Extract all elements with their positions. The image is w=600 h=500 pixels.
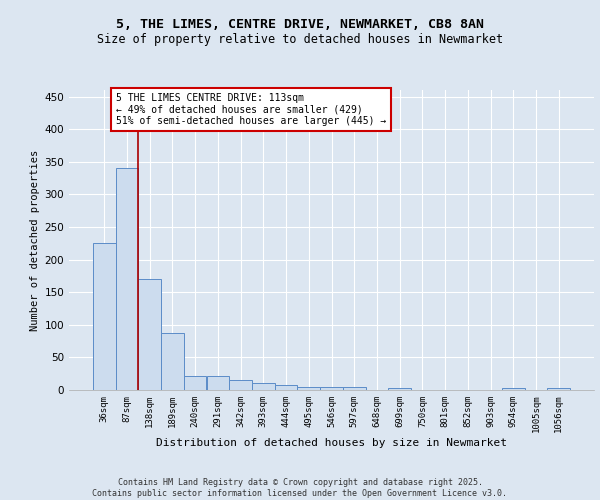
Bar: [229, 380, 252, 390]
Bar: [184, 376, 206, 390]
Bar: [275, 385, 298, 390]
Text: Contains HM Land Registry data © Crown copyright and database right 2025.
Contai: Contains HM Land Registry data © Crown c…: [92, 478, 508, 498]
Bar: [116, 168, 139, 390]
Bar: [320, 386, 343, 390]
Bar: [139, 279, 161, 390]
Text: 5 THE LIMES CENTRE DRIVE: 113sqm
← 49% of detached houses are smaller (429)
51% : 5 THE LIMES CENTRE DRIVE: 113sqm ← 49% o…: [116, 94, 386, 126]
Bar: [206, 376, 229, 390]
Bar: [388, 388, 411, 390]
Bar: [161, 332, 184, 390]
Bar: [93, 244, 116, 390]
Bar: [343, 386, 365, 390]
Bar: [252, 384, 275, 390]
Text: 5, THE LIMES, CENTRE DRIVE, NEWMARKET, CB8 8AN: 5, THE LIMES, CENTRE DRIVE, NEWMARKET, C…: [116, 18, 484, 30]
Bar: [298, 388, 320, 390]
X-axis label: Distribution of detached houses by size in Newmarket: Distribution of detached houses by size …: [156, 438, 507, 448]
Bar: [502, 388, 524, 390]
Text: Size of property relative to detached houses in Newmarket: Size of property relative to detached ho…: [97, 32, 503, 46]
Bar: [547, 388, 570, 390]
Y-axis label: Number of detached properties: Number of detached properties: [30, 150, 40, 330]
